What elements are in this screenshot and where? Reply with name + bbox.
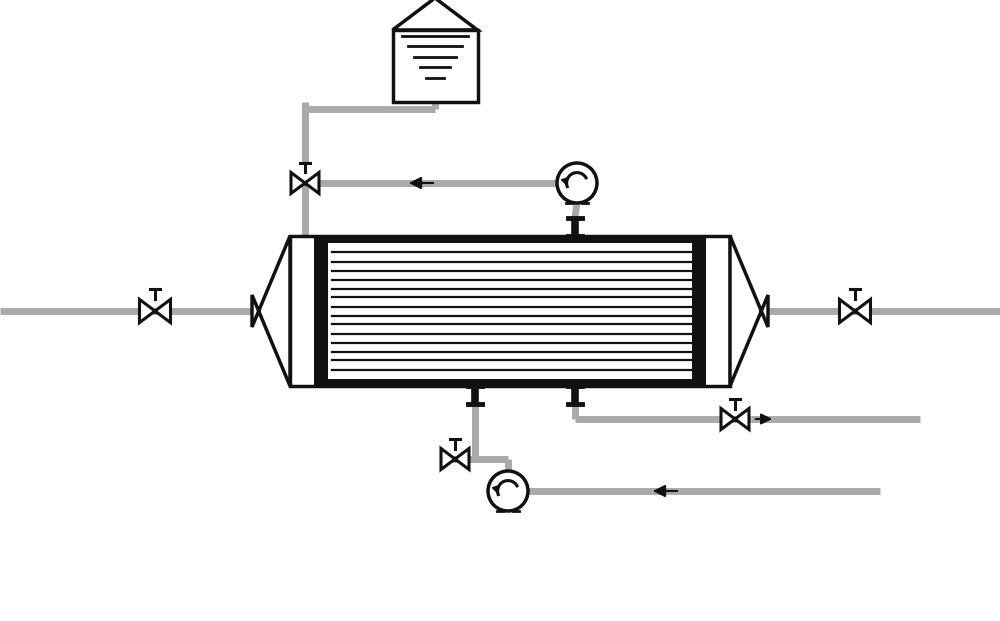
Bar [328, 236, 706, 243]
Polygon shape [855, 299, 870, 323]
Bar [314, 236, 328, 386]
Polygon shape [305, 173, 319, 194]
Polygon shape [140, 299, 155, 323]
Bar [290, 236, 730, 386]
Polygon shape [155, 299, 170, 323]
Bar [392, 30, 478, 102]
Polygon shape [252, 236, 290, 386]
Polygon shape [730, 236, 768, 386]
Polygon shape [455, 448, 469, 469]
Bar [328, 379, 706, 386]
Polygon shape [735, 409, 749, 430]
Polygon shape [291, 173, 305, 194]
Polygon shape [441, 448, 455, 469]
Polygon shape [840, 299, 855, 323]
Bar [692, 236, 706, 386]
Polygon shape [721, 409, 735, 430]
